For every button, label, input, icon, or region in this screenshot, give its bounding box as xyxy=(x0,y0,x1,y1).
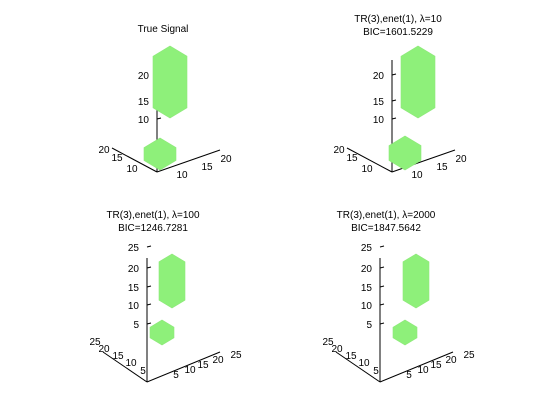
z-tick-mark xyxy=(379,285,385,288)
signal-region-lower xyxy=(388,135,422,171)
subplot-3: TR(3),enet(1), λ=100BIC=1246.72815101520… xyxy=(89,210,242,383)
y-tick-label: 5 xyxy=(373,366,379,377)
y-axis-line xyxy=(346,147,393,173)
z-tick-label: 5 xyxy=(133,320,139,331)
signal-region-upper xyxy=(400,45,436,119)
z-tick-label: 10 xyxy=(361,301,373,312)
z-tick-label: 10 xyxy=(373,115,385,126)
y-tick-label: 15 xyxy=(112,351,124,362)
z-tick-label: 15 xyxy=(373,97,385,108)
x-tick-label: 15 xyxy=(430,360,442,371)
y-tick-label: 20 xyxy=(98,145,110,156)
y-tick-label: 25 xyxy=(89,337,101,348)
z-tick-label: 15 xyxy=(138,97,150,108)
z-tick-label: 20 xyxy=(373,71,385,82)
x-tick-label: 20 xyxy=(212,355,224,366)
x-tick-label: 15 xyxy=(436,162,448,173)
x-tick-label: 20 xyxy=(220,154,232,165)
z-tick-label: 25 xyxy=(128,243,140,254)
x-axis-line xyxy=(156,149,221,173)
x-tick-label: 10 xyxy=(176,170,188,181)
x-tick-label: 25 xyxy=(463,350,475,361)
y-tick-label: 25 xyxy=(322,337,334,348)
subplot-title-line: BIC=1847.5642 xyxy=(351,223,421,234)
signal-region-lower xyxy=(143,137,177,171)
z-tick-mark xyxy=(391,73,397,76)
z-tick-mark xyxy=(156,117,162,120)
y-tick-label: 20 xyxy=(333,145,345,156)
subplot-2: TR(3),enet(1), λ=10BIC=1601.522910152010… xyxy=(333,14,467,181)
y-tick-label: 20 xyxy=(98,344,110,355)
z-tick-label: 15 xyxy=(361,283,373,294)
subplot-title-line: TR(3),enet(1), λ=2000 xyxy=(337,210,436,221)
x-tick-label: 20 xyxy=(445,355,457,366)
y-tick-label: 10 xyxy=(125,358,137,369)
x-tick-label: 5 xyxy=(173,370,179,381)
z-tick-label: 5 xyxy=(366,320,372,331)
x-tick-label: 20 xyxy=(455,154,467,165)
z-tick-mark xyxy=(146,285,152,288)
y-tick-label: 20 xyxy=(331,344,343,355)
z-tick-mark xyxy=(379,245,385,248)
z-tick-mark xyxy=(379,303,385,306)
z-tick-mark xyxy=(146,322,152,325)
y-tick-label: 15 xyxy=(346,153,358,164)
z-tick-mark xyxy=(379,266,385,269)
subplot-title-line: True Signal xyxy=(138,24,189,35)
subplot-title-line: BIC=1601.5229 xyxy=(363,27,433,38)
z-tick-label: 20 xyxy=(361,264,373,275)
signal-region-lower xyxy=(149,319,175,346)
signal-region-upper xyxy=(158,253,186,309)
x-tick-label: 15 xyxy=(201,162,213,173)
x-axis-line xyxy=(379,351,454,383)
y-tick-label: 5 xyxy=(140,366,146,377)
subplot-title-line: TR(3),enet(1), λ=10 xyxy=(354,14,442,25)
signal-region-upper xyxy=(402,253,430,309)
x-tick-label: 5 xyxy=(406,370,412,381)
x-tick-label: 25 xyxy=(230,350,242,361)
y-axis-line xyxy=(335,351,381,383)
subplot-title-line: BIC=1246.7281 xyxy=(118,223,188,234)
signal-region-lower xyxy=(392,319,418,346)
z-tick-mark xyxy=(146,245,152,248)
z-tick-label: 20 xyxy=(138,71,150,82)
z-tick-mark xyxy=(391,117,397,120)
z-tick-label: 10 xyxy=(138,115,150,126)
x-axis-line xyxy=(146,351,221,383)
y-tick-label: 10 xyxy=(361,164,373,175)
y-tick-label: 15 xyxy=(345,351,357,362)
z-tick-label: 20 xyxy=(128,264,140,275)
y-tick-label: 10 xyxy=(126,164,138,175)
x-tick-label: 10 xyxy=(411,170,423,181)
x-tick-label: 15 xyxy=(197,360,209,371)
signal-region-upper xyxy=(152,45,188,119)
x-tick-label: 10 xyxy=(417,365,429,376)
y-axis-line xyxy=(102,351,148,383)
y-axis-line xyxy=(111,147,158,173)
z-tick-label: 25 xyxy=(361,243,373,254)
y-tick-label: 10 xyxy=(358,358,370,369)
subplot-title-line: TR(3),enet(1), λ=100 xyxy=(106,210,200,221)
z-tick-label: 15 xyxy=(128,283,140,294)
z-tick-mark xyxy=(146,266,152,269)
z-tick-mark xyxy=(379,322,385,325)
x-tick-label: 10 xyxy=(184,365,196,376)
z-tick-mark xyxy=(146,303,152,306)
subplot-4: TR(3),enet(1), λ=2000BIC=1847.5642510152… xyxy=(322,210,475,383)
y-tick-label: 15 xyxy=(111,153,123,164)
z-tick-label: 10 xyxy=(128,301,140,312)
z-tick-mark xyxy=(391,99,397,102)
